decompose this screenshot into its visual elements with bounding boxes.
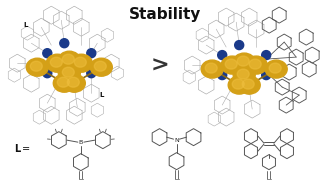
Ellipse shape xyxy=(26,58,48,76)
Circle shape xyxy=(262,51,271,60)
Text: L: L xyxy=(99,92,104,98)
Circle shape xyxy=(60,39,69,48)
Ellipse shape xyxy=(233,53,255,71)
Ellipse shape xyxy=(225,59,237,69)
Ellipse shape xyxy=(63,74,85,92)
Circle shape xyxy=(262,71,271,80)
Text: =: = xyxy=(22,144,30,154)
Ellipse shape xyxy=(269,63,281,73)
Ellipse shape xyxy=(221,56,243,74)
Ellipse shape xyxy=(70,54,92,72)
Text: Stability: Stability xyxy=(129,7,201,22)
Ellipse shape xyxy=(233,66,255,84)
Ellipse shape xyxy=(74,57,86,67)
Ellipse shape xyxy=(201,60,223,78)
Text: L: L xyxy=(14,144,20,154)
Ellipse shape xyxy=(249,59,261,69)
Circle shape xyxy=(43,69,52,78)
Circle shape xyxy=(245,85,254,94)
Ellipse shape xyxy=(245,56,267,74)
Circle shape xyxy=(218,71,227,80)
Ellipse shape xyxy=(53,74,75,92)
Ellipse shape xyxy=(58,51,80,69)
Circle shape xyxy=(43,49,52,58)
Ellipse shape xyxy=(232,79,244,89)
Circle shape xyxy=(87,49,96,58)
Ellipse shape xyxy=(205,63,217,73)
Circle shape xyxy=(87,69,96,78)
Text: >: > xyxy=(151,55,169,75)
Ellipse shape xyxy=(228,76,250,94)
Circle shape xyxy=(235,41,244,50)
Circle shape xyxy=(70,83,79,92)
Ellipse shape xyxy=(238,76,260,94)
Ellipse shape xyxy=(67,77,79,87)
Ellipse shape xyxy=(237,56,249,66)
Text: L: L xyxy=(23,22,28,28)
Ellipse shape xyxy=(90,58,112,76)
Ellipse shape xyxy=(62,67,74,77)
Ellipse shape xyxy=(50,57,62,67)
Ellipse shape xyxy=(30,61,42,71)
Ellipse shape xyxy=(265,60,287,78)
Ellipse shape xyxy=(94,61,106,71)
Text: N: N xyxy=(174,138,179,143)
Ellipse shape xyxy=(57,77,69,87)
Ellipse shape xyxy=(237,69,249,79)
Ellipse shape xyxy=(242,79,254,89)
Ellipse shape xyxy=(46,54,68,72)
Ellipse shape xyxy=(58,64,80,82)
Ellipse shape xyxy=(62,54,74,64)
Circle shape xyxy=(218,51,227,60)
Text: B: B xyxy=(79,140,83,145)
